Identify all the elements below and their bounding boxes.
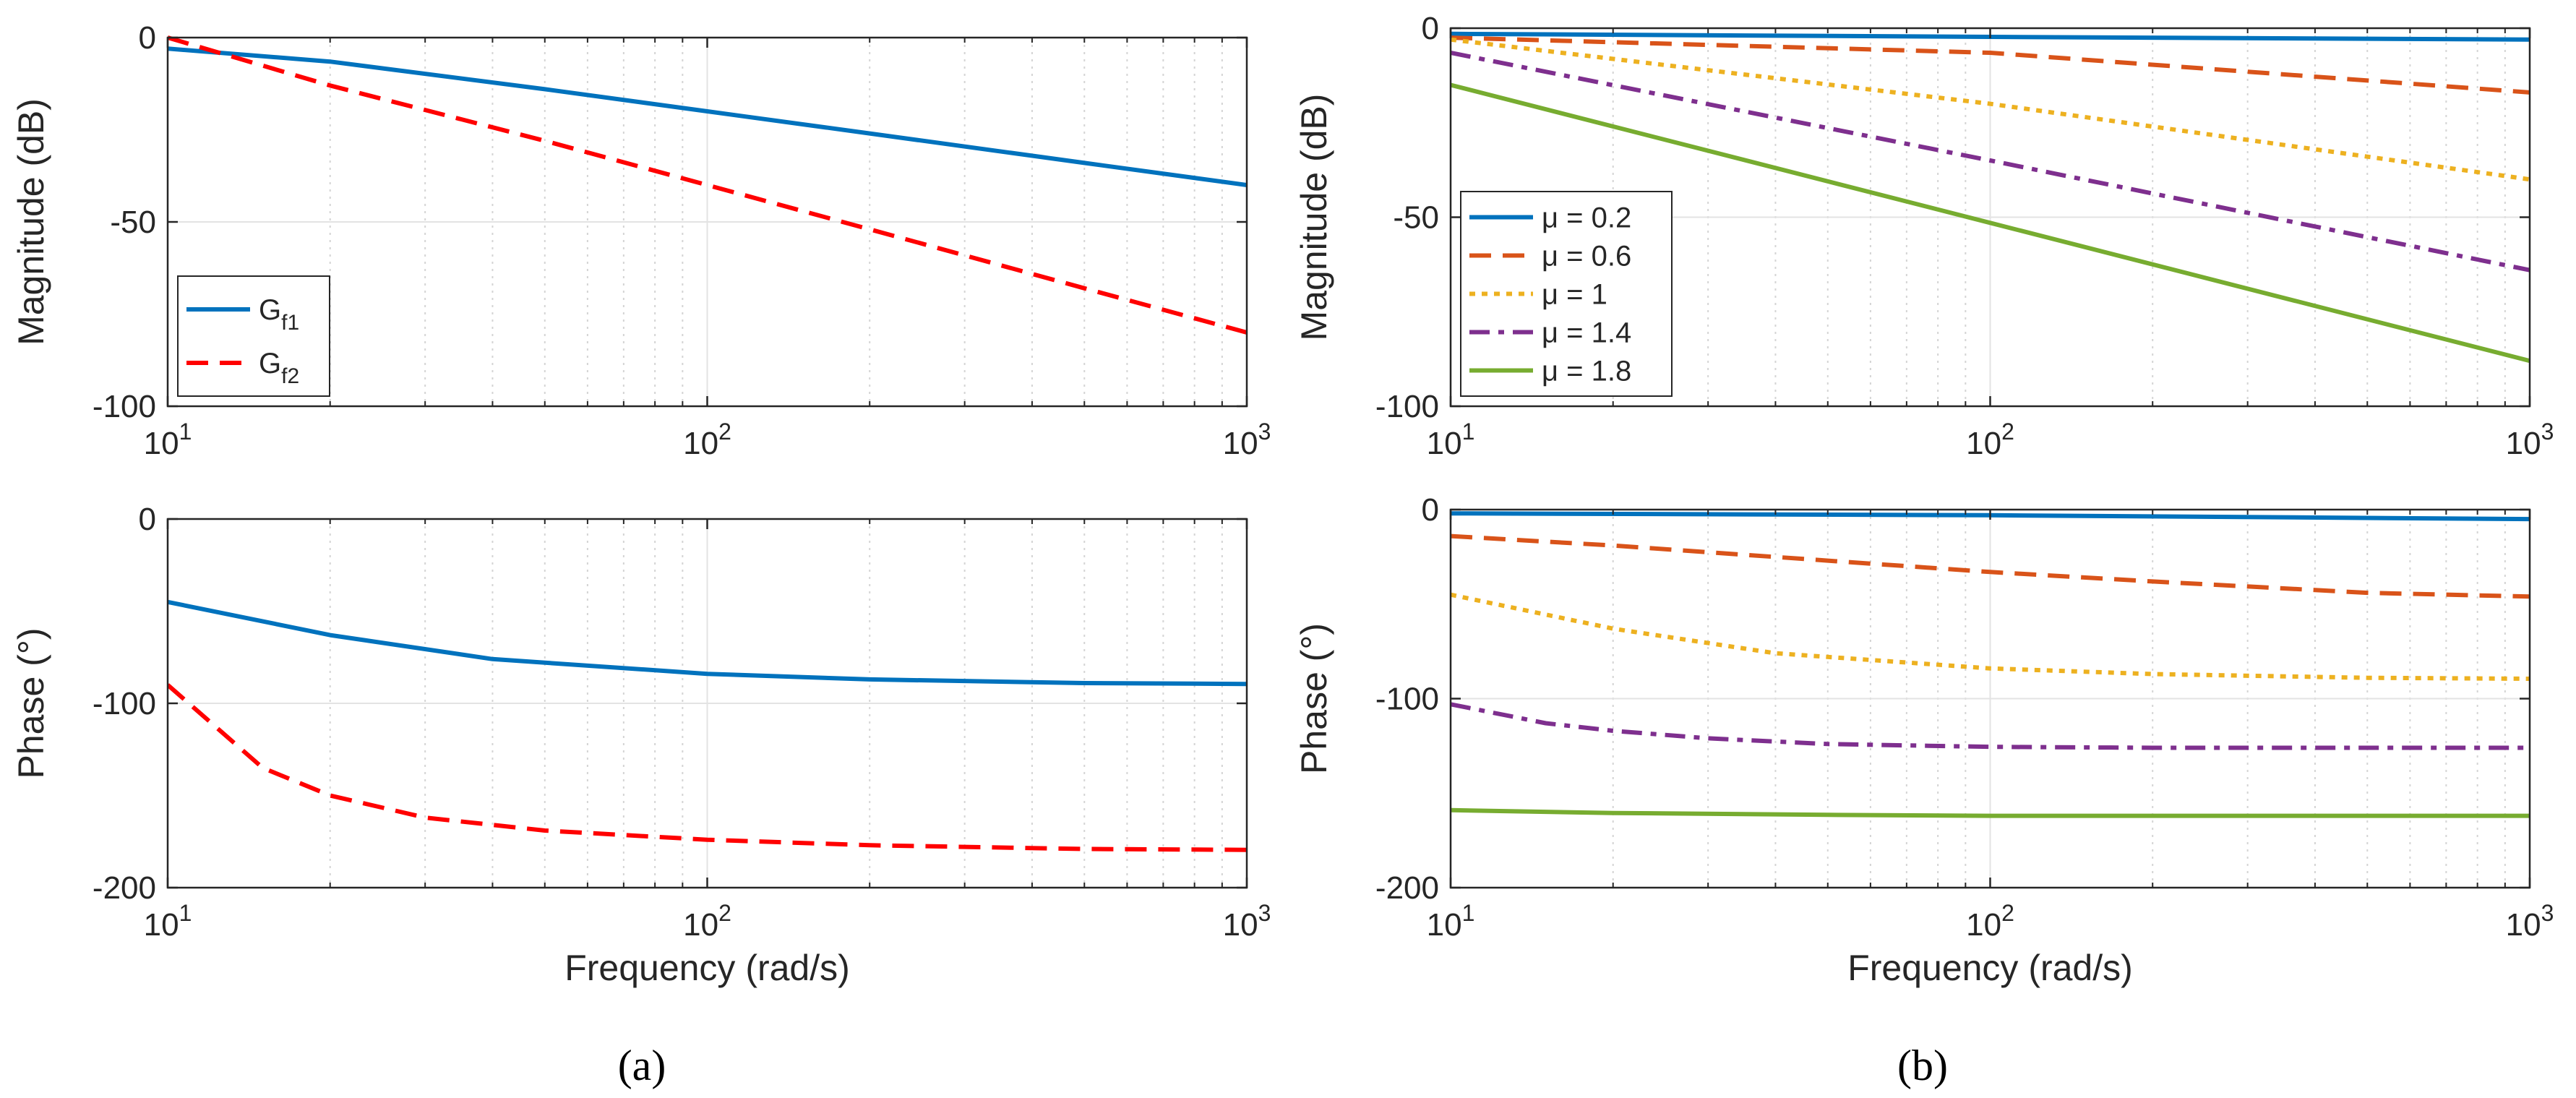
series-line-2 <box>168 683 1247 852</box>
legend: μ = 0.2 μ = 0.6 μ = 1 μ = 1.4 μ = 1.8 <box>1460 191 1673 397</box>
legend-box <box>177 275 330 397</box>
x-tick-label: 101 <box>1427 900 1475 943</box>
y-tick-label: -100 <box>93 686 156 721</box>
x-tick-label: 101 <box>144 900 192 943</box>
series-line-4 <box>1451 702 2530 750</box>
series-line-2 <box>168 35 1247 335</box>
x-tick-label: 101 <box>144 419 192 461</box>
legend-entry-2: μ = 0.6 <box>1542 241 1631 273</box>
series-line-1 <box>168 599 1247 687</box>
series-line-5 <box>1451 82 2530 364</box>
y-tick-label: 0 <box>139 20 156 56</box>
caption-a: (a) <box>618 1042 666 1089</box>
y-tick-label: -50 <box>110 205 156 240</box>
legend-entry-1: Gf1 <box>259 294 299 335</box>
y-tick-label: -100 <box>1375 682 1439 717</box>
series-line-3 <box>1451 592 2530 681</box>
x-tick-label: 103 <box>2506 419 2554 461</box>
y-tick-label: 0 <box>1422 492 1439 528</box>
y-tick-label: 0 <box>139 502 156 537</box>
x-tick-label: 103 <box>1223 900 1271 943</box>
x-tick-label: 101 <box>1427 419 1475 461</box>
x-tick-label: 102 <box>1966 419 2014 461</box>
y-axis-label: Phase (°) <box>11 628 51 779</box>
series-group <box>168 35 1247 335</box>
caption-b: (b) <box>1897 1042 1948 1089</box>
x-axis-label: Frequency (rad/s) <box>564 948 850 988</box>
y-tick-label: -100 <box>1375 389 1439 424</box>
legend-entry-5: μ = 1.8 <box>1542 356 1631 387</box>
panel-a-phase-plot: -200 -100 0 101 102 103 Phase (°) Frequency (ra… <box>11 502 1271 988</box>
series-line-2 <box>1451 35 2530 95</box>
legend-entry-4: μ = 1.4 <box>1542 317 1631 349</box>
y-tick-label: -100 <box>93 389 156 424</box>
series-line-2 <box>1451 533 2530 599</box>
series-line-1 <box>168 46 1247 187</box>
series-group <box>168 599 1247 852</box>
legend-entry-1: μ = 0.2 <box>1542 202 1631 234</box>
panel-b-phase-plot: -200 -100 0 101 102 103 Phase (°) Frequency (ra… <box>1294 492 2554 988</box>
legend-entry-3: μ = 1 <box>1542 279 1607 311</box>
y-axis-label: Phase (°) <box>1294 623 1334 774</box>
x-tick-label: 103 <box>1223 419 1271 461</box>
x-axis-label: Frequency (rad/s) <box>1847 948 2133 988</box>
y-axis-label: Magnitude (dB) <box>1294 94 1334 341</box>
x-tick-label: 102 <box>1966 900 2014 943</box>
legend-entry-2: Gf2 <box>259 348 299 388</box>
y-axis-label: Magnitude (dB) <box>11 98 51 346</box>
x-tick-label: 103 <box>2506 900 2554 943</box>
y-tick-label: -200 <box>1375 870 1439 906</box>
y-tick-label: 0 <box>1422 11 1439 46</box>
series-line-3 <box>1451 37 2530 182</box>
y-tick-label: -200 <box>93 870 156 906</box>
x-tick-label: 102 <box>683 419 731 461</box>
series-line-4 <box>1451 51 2530 273</box>
y-tick-label: -50 <box>1393 200 1439 236</box>
x-tick-label: 102 <box>683 900 731 943</box>
series-line-5 <box>1451 807 2530 818</box>
